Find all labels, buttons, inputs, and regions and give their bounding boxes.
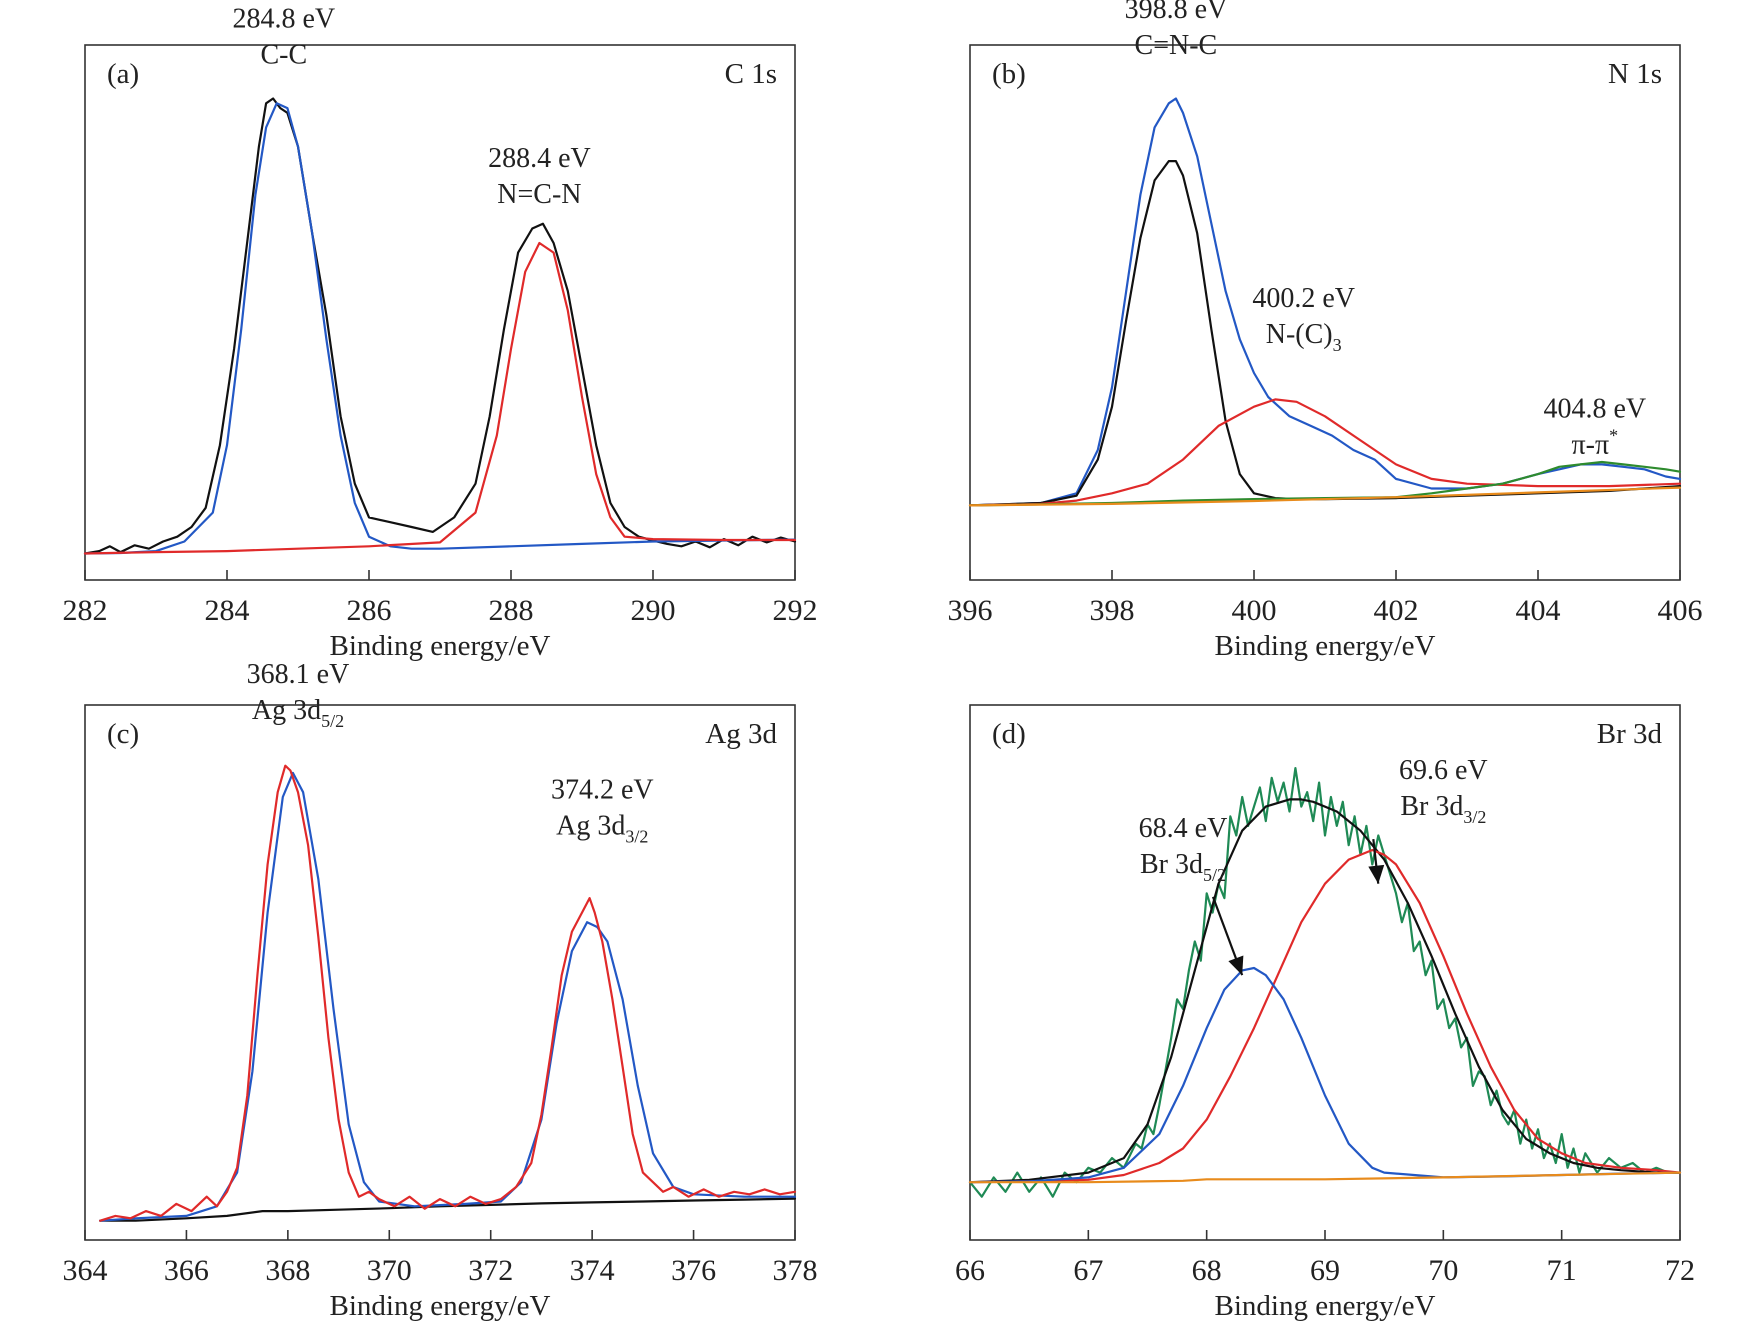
x-tick-label: 404	[1516, 594, 1561, 627]
peak-assignment-text: C=N-C	[1135, 30, 1218, 61]
peak-energy-label: 404.8 eV	[1543, 394, 1646, 425]
panel-c: 364 366 368 370 372 374 376 378 Binding energy/e…	[63, 659, 818, 1322]
series-line-4	[968, 460, 1682, 507]
peak-assignment-text: N=C-N	[497, 179, 581, 210]
plot-frame	[84, 704, 796, 1241]
series-line-3	[83, 241, 797, 555]
peak-assignment-label: π-π*	[1571, 426, 1618, 461]
x-tick-label: 372	[468, 1254, 513, 1287]
peak-energy-label: 69.6 eV	[1399, 755, 1488, 786]
series-line-1	[968, 766, 1682, 1198]
x-tick-label: 68	[1192, 1254, 1222, 1287]
peak-assignment-label: Ag 3d5/2	[252, 695, 344, 731]
subscript: 3	[1333, 335, 1342, 355]
subscript: 5/2	[321, 711, 344, 731]
x-tick-label: 376	[671, 1254, 716, 1287]
x-tick-label: 368	[265, 1254, 310, 1287]
plot-frame	[84, 44, 796, 581]
peak-assignment-label: Ag 3d3/2	[556, 810, 648, 846]
series-line-3	[99, 764, 797, 1222]
peak-assignment-label: N-(C)3	[1266, 319, 1342, 355]
x-tick-label: 374	[570, 1254, 615, 1287]
subscript: 5/2	[1203, 865, 1226, 885]
x-tick-label: 284	[205, 594, 250, 627]
peak-assignment-text: π-π	[1571, 430, 1609, 461]
peak-assignment-label: Br 3d3/2	[1400, 791, 1486, 827]
peak-energy-label: 288.4 eV	[488, 143, 591, 174]
peak-assignment-label: N=C-N	[497, 179, 581, 210]
x-tick-label: 406	[1658, 594, 1703, 627]
peak-energy-label: 368.1 eV	[247, 659, 350, 690]
panel-label: (b)	[992, 58, 1026, 90]
panel-label: (d)	[992, 718, 1026, 750]
x-tick-label: 366	[164, 1254, 209, 1287]
x-tick-label: 70	[1428, 1254, 1458, 1287]
peak-assignment-label: Br 3d5/2	[1140, 849, 1226, 885]
peak-assignment-label: C=N-C	[1135, 30, 1218, 61]
panel-d: 66 67 68 69 70 71 72 Binding energy/eV (d) Br 3d 6…	[955, 704, 1695, 1322]
peak-assignment-text: C-C	[260, 40, 307, 71]
x-tick-label: 290	[631, 594, 676, 627]
peak-assignment-label: C-C	[260, 40, 307, 71]
plot-frame	[969, 704, 1681, 1241]
spectrum-label: Br 3d	[1597, 718, 1663, 750]
x-axis-label: Binding energy/eV	[1215, 1290, 1436, 1322]
x-tick-label: 364	[63, 1254, 108, 1287]
arrow-head	[1228, 955, 1244, 976]
x-tick-label: 402	[1374, 594, 1419, 627]
series-line-5	[968, 486, 1682, 507]
arrow-head	[1368, 864, 1385, 884]
series-line-2	[99, 771, 797, 1222]
panel-a: 282 284 286 288 290 292 Binding energy/eV (a) C …	[63, 4, 818, 662]
x-tick-label: 69	[1310, 1254, 1340, 1287]
panel-b: 396 398 400 402 404 406 Binding energy/eV (b) N …	[948, 0, 1703, 662]
series-line-2	[83, 102, 797, 555]
panel-label: (a)	[107, 58, 139, 90]
x-tick-label: 370	[367, 1254, 412, 1287]
series-line-5	[968, 1171, 1682, 1184]
subscript: 3/2	[625, 826, 648, 846]
subscript: 3/2	[1463, 807, 1486, 827]
x-tick-label: 66	[955, 1254, 985, 1287]
spectrum-label: C 1s	[725, 58, 777, 90]
x-tick-label: 286	[347, 594, 392, 627]
x-tick-label: 398	[1090, 594, 1135, 627]
x-tick-label: 288	[489, 594, 534, 627]
x-tick-label: 67	[1073, 1254, 1103, 1287]
peak-energy-label: 68.4 eV	[1139, 813, 1228, 844]
peak-energy-label: 398.8 eV	[1125, 0, 1228, 25]
peak-assignment-text: Ag 3d	[252, 695, 321, 726]
plot-frame	[969, 44, 1681, 581]
superscript: *	[1609, 426, 1618, 446]
x-tick-label: 400	[1232, 594, 1277, 627]
x-axis-label: Binding energy/eV	[330, 1290, 551, 1322]
peak-assignment-text: Br 3d	[1140, 849, 1203, 880]
series-line-3	[968, 398, 1682, 507]
x-tick-label: 71	[1547, 1254, 1577, 1287]
series-line-3	[968, 848, 1682, 1184]
x-tick-label: 72	[1665, 1254, 1695, 1287]
panel-label: (c)	[107, 718, 139, 750]
series-line-1	[968, 97, 1682, 507]
x-tick-label: 378	[773, 1254, 818, 1287]
x-axis-label: Binding energy/eV	[330, 630, 551, 662]
peak-assignment-text: N-(C)	[1266, 319, 1333, 350]
x-axis-label: Binding energy/eV	[1215, 630, 1436, 662]
peak-energy-label: 284.8 eV	[232, 4, 335, 35]
x-tick-label: 292	[773, 594, 818, 627]
series-line-1	[83, 97, 797, 555]
x-tick-label: 282	[63, 594, 108, 627]
spectrum-label: N 1s	[1608, 58, 1662, 90]
spectrum-label: Ag 3d	[705, 718, 777, 750]
peak-energy-label: 374.2 eV	[551, 774, 654, 805]
series-line-2	[968, 798, 1682, 1184]
peak-assignment-text: Br 3d	[1400, 791, 1463, 822]
x-tick-label: 396	[948, 594, 993, 627]
peak-energy-label: 400.2 eV	[1252, 283, 1355, 314]
peak-assignment-text: Ag 3d	[556, 810, 625, 841]
